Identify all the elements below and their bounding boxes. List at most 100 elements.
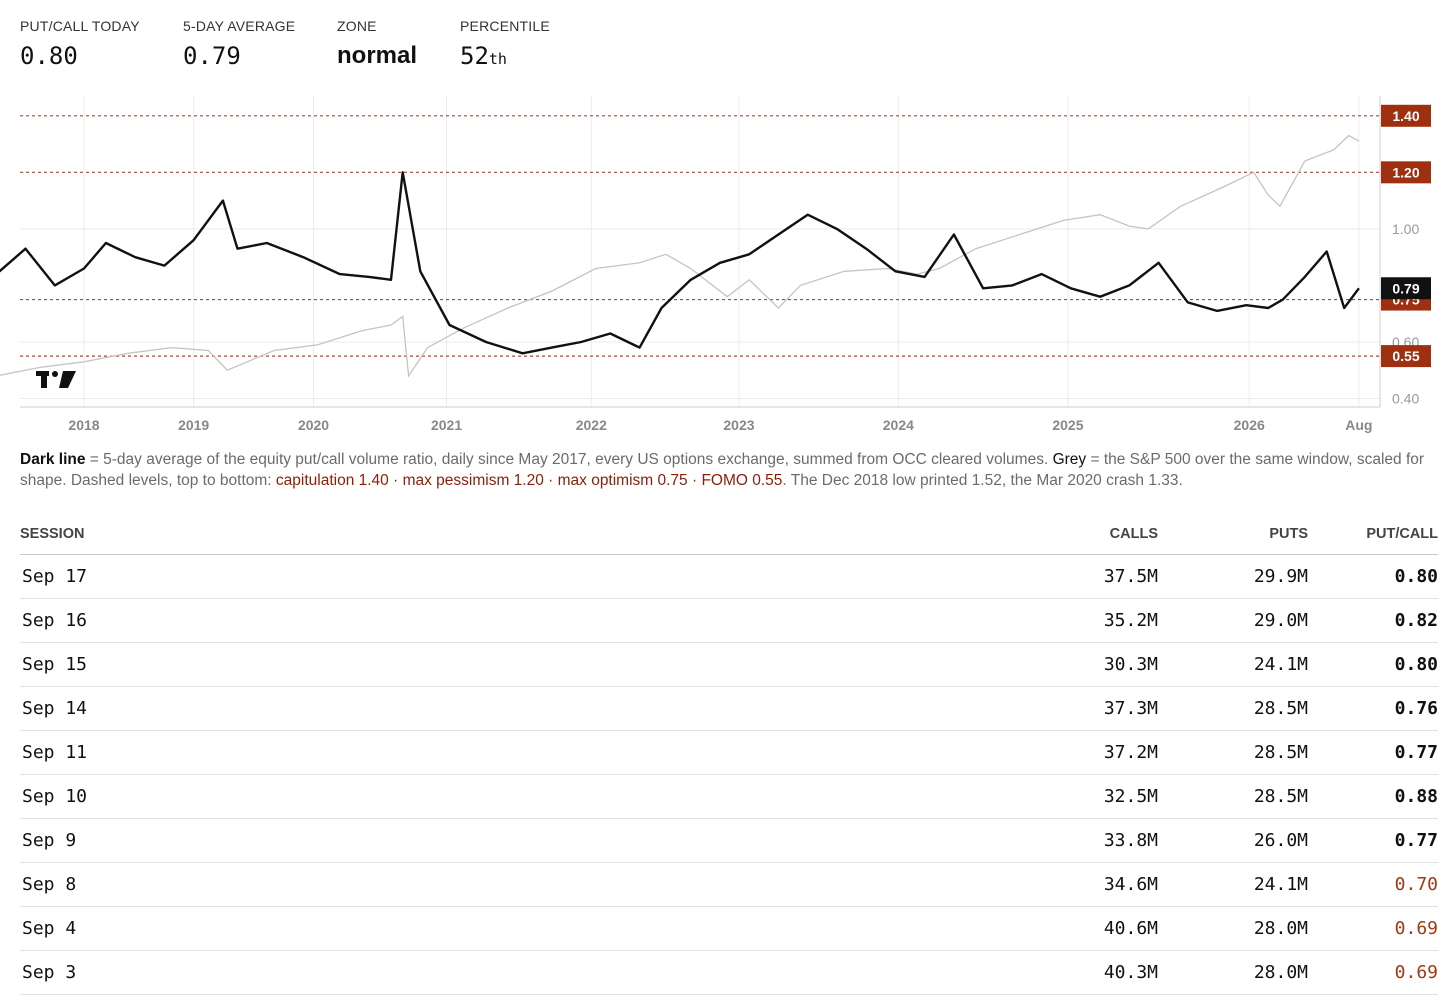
- current-value-badge: 0.79: [1381, 277, 1431, 300]
- put-call-cell: 0.69: [1308, 906, 1438, 951]
- percentile-suffix: th: [488, 50, 507, 68]
- x-tick-label: 2019: [178, 417, 209, 433]
- level-badge-label: 0.55: [1392, 348, 1419, 364]
- caption-text-3: . The Dec 2018 low printed 1.52, the Mar…: [782, 472, 1183, 489]
- stat-zone: ZONE normal: [337, 18, 417, 70]
- table-header-row: SESSION CALLS PUTS PUT/CALL: [20, 514, 1438, 555]
- session-cell: Sep 14: [20, 686, 1008, 731]
- table-row: Sep 8 34.6M 24.1M 0.70: [20, 862, 1438, 907]
- dashed-levels: [20, 115, 1380, 357]
- level-badge: [1381, 104, 1431, 127]
- put-call-cell: 0.77: [1308, 818, 1438, 863]
- session-cell: Sep 15: [20, 642, 1008, 687]
- stat-5-day-average: 5-DAY AVERAGE 0.79: [183, 18, 295, 70]
- session-cell: Sep 10: [20, 774, 1008, 819]
- y-tick-labels: 0.400.601.00: [1392, 221, 1419, 407]
- x-tick-label: 2022: [576, 417, 607, 433]
- table-row: Sep 3 40.3M 28.0M 0.69: [20, 950, 1438, 995]
- session-cell: Sep 8: [20, 862, 1008, 907]
- put-call-cell: 0.80: [1308, 642, 1438, 687]
- current-badge-label: 0.79: [1392, 280, 1419, 296]
- calls-cell: 32.5M: [1008, 774, 1158, 819]
- session-cell: Sep 16: [20, 598, 1008, 643]
- chart-caption: Dark line = 5-day average of the equity …: [20, 449, 1440, 491]
- session-cell: Sep 17: [20, 554, 1008, 599]
- header-puts: PUTS: [1158, 514, 1308, 555]
- caption-text-2: = the S&P 500 over the same window, scal…: [20, 451, 1425, 489]
- x-tick-label: 2023: [723, 417, 754, 433]
- caption-lead: Dark line: [20, 451, 86, 468]
- puts-cell: 28.5M: [1158, 686, 1308, 731]
- caption-grey-word: Grey: [1052, 451, 1087, 468]
- x-tick-label: 2025: [1052, 417, 1083, 433]
- put-call-cell: 0.88: [1308, 774, 1438, 819]
- put-call-cell: 0.77: [1308, 730, 1438, 775]
- table-row: Sep 17 37.5M 29.9M 0.80: [20, 554, 1438, 599]
- x-tick-label: 2018: [68, 417, 99, 433]
- stat-label: 5-DAY AVERAGE: [183, 18, 296, 34]
- table-row: Sep 9 33.8M 26.0M 0.77: [20, 818, 1438, 863]
- table-row: Sep 10 32.5M 28.5M 0.88: [20, 774, 1438, 819]
- put-call-cell: 0.69: [1308, 950, 1438, 995]
- puts-cell: 28.5M: [1158, 730, 1308, 775]
- x-tick-label: 2024: [883, 417, 914, 433]
- calls-cell: 33.8M: [1008, 818, 1158, 863]
- current-badge-box: [1381, 277, 1431, 300]
- table-row: Sep 16 35.2M 29.0M 0.82: [20, 598, 1438, 643]
- calls-cell: 40.3M: [1008, 950, 1158, 995]
- puts-cell: 29.9M: [1158, 554, 1308, 599]
- level-badge-label: 1.20: [1392, 164, 1419, 180]
- stat-value: normal: [337, 42, 418, 69]
- stat-put-call-today: PUT/CALL TODAY 0.80: [20, 18, 140, 70]
- caption-text-1: = 5-day average of the equity put/call v…: [85, 451, 1053, 468]
- session-cell: Sep 9: [20, 818, 1008, 863]
- vertical-grid: [83, 96, 1360, 407]
- level-badge: [1381, 161, 1431, 184]
- puts-cell: 28.5M: [1158, 774, 1308, 819]
- stat-value: 0.80: [20, 42, 78, 70]
- table-row: Sep 14 37.3M 28.5M 0.76: [20, 686, 1438, 731]
- percentile-number: 52: [460, 42, 489, 70]
- puts-cell: 28.0M: [1158, 906, 1308, 951]
- put-call-cell: 0.80: [1308, 554, 1438, 599]
- session-cell: Sep 11: [20, 730, 1008, 775]
- put-call-series-line: [0, 171, 1360, 355]
- calls-cell: 37.2M: [1008, 730, 1158, 775]
- put-call-chart: 0.400.601.00 1.401.200.750.55 0.79 2018 2…: [0, 96, 1431, 433]
- calls-cell: 37.3M: [1008, 686, 1158, 731]
- x-tick-labels: 2018 2019 2020 2021 2022 2023 2024 2025 2026 Aug: [68, 417, 1372, 433]
- session-cell: Sep 4: [20, 906, 1008, 951]
- x-tick-label: 2020: [298, 417, 329, 433]
- puts-cell: 29.0M: [1158, 598, 1308, 643]
- x-tick-label: 2026: [1234, 417, 1265, 433]
- y-tick-label: 1.00: [1392, 221, 1419, 237]
- header-session: SESSION: [20, 514, 1008, 555]
- calls-cell: 30.3M: [1008, 642, 1158, 687]
- put-call-cell: 0.82: [1308, 598, 1438, 643]
- header-calls: CALLS: [1008, 514, 1158, 555]
- calls-cell: 34.6M: [1008, 862, 1158, 907]
- header-put-call: PUT/CALL: [1308, 514, 1438, 555]
- tradingview-logo: [36, 371, 76, 388]
- horizontal-grid: [20, 228, 1380, 400]
- table-row: Sep 11 37.2M 28.5M 0.77: [20, 730, 1438, 775]
- y-tick-label: 0.40: [1392, 391, 1419, 407]
- calls-cell: 40.6M: [1008, 906, 1158, 951]
- puts-cell: 24.1M: [1158, 862, 1308, 907]
- stat-value: 0.79: [183, 42, 241, 70]
- stat-percentile: PERCENTILE 52th: [460, 18, 550, 70]
- put-call-cell: 0.76: [1308, 686, 1438, 731]
- stat-label: ZONE: [337, 18, 377, 34]
- calls-cell: 35.2M: [1008, 598, 1158, 643]
- table-row: Sep 15 30.3M 24.1M 0.80: [20, 642, 1438, 687]
- x-tick-label: 2021: [431, 417, 462, 433]
- stat-label: PUT/CALL TODAY: [20, 18, 140, 34]
- puts-cell: 24.1M: [1158, 642, 1308, 687]
- session-cell: Sep 3: [20, 950, 1008, 995]
- stat-value: 52th: [460, 42, 550, 70]
- put-call-cell: 0.70: [1308, 862, 1438, 907]
- level-badge: [1381, 345, 1431, 368]
- caption-levels: capitulation 1.40 · max pessimism 1.20 ·…: [275, 472, 783, 489]
- calls-cell: 37.5M: [1008, 554, 1158, 599]
- puts-cell: 28.0M: [1158, 950, 1308, 995]
